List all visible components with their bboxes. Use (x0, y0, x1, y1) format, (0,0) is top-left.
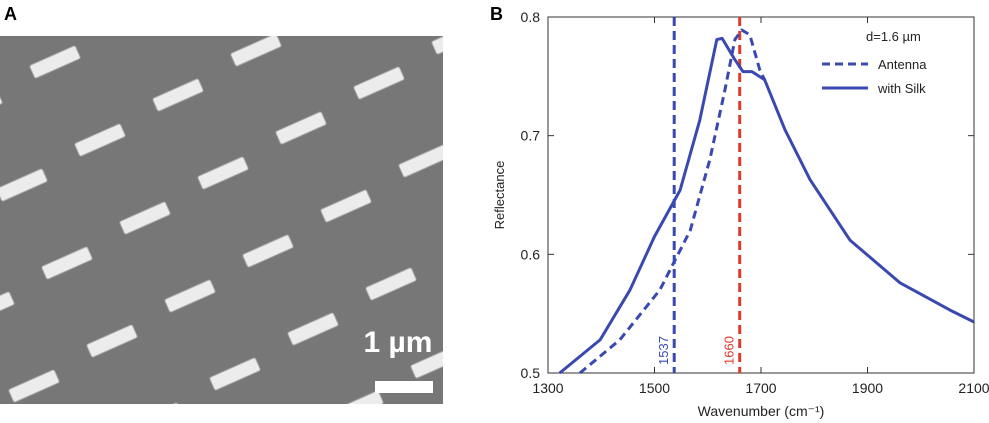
x-tick-label: 1700 (745, 380, 776, 396)
sem-bar (431, 36, 443, 55)
x-tick-label: 1900 (852, 380, 883, 396)
sem-bar (41, 246, 93, 280)
panel-label: A (4, 4, 17, 24)
series-line (558, 36, 975, 375)
sem-bar (0, 168, 48, 202)
sem-bar (320, 189, 372, 223)
scale-bar (375, 381, 433, 393)
series-line (578, 28, 767, 375)
sem-bar (353, 66, 405, 100)
x-axis-label: Wavenumber (cm⁻¹) (698, 403, 825, 419)
x-tick-label: 1500 (639, 380, 670, 396)
sem-bar (74, 123, 126, 157)
sem-bar (275, 111, 327, 145)
y-tick-label: 0.5 (521, 365, 541, 381)
legend-label: Antenna (878, 57, 927, 72)
sem-bar (242, 234, 294, 268)
x-tick-label: 2100 (958, 380, 989, 396)
sem-bar (332, 390, 384, 404)
sem-bar (287, 312, 339, 346)
x-tick-label: 1300 (532, 380, 563, 396)
sem-bar (443, 222, 494, 255)
marker-label: 1660 (722, 336, 737, 365)
panel-label: B (490, 4, 503, 24)
sem-bar (152, 78, 204, 112)
sem-bar (197, 156, 249, 190)
sem-bar (86, 324, 138, 358)
legend-label: with Silk (877, 81, 926, 96)
sem-bar (29, 45, 81, 79)
sem-bar (131, 402, 183, 404)
sem-bar (365, 267, 417, 301)
sem-bar (398, 144, 443, 178)
y-axis-label: Reflectance (492, 161, 507, 230)
sem-bar (0, 291, 15, 325)
y-tick-label: 0.8 (521, 9, 541, 25)
sem-bar (209, 357, 261, 391)
scale-bar-label: 1 µm (364, 326, 433, 359)
y-tick-label: 0.6 (521, 246, 541, 262)
sem-bar (230, 36, 282, 67)
sem-bar (8, 369, 60, 403)
legend-title: d=1.6 µm (866, 29, 921, 44)
sem-bar (164, 279, 216, 313)
sem-bar (119, 201, 171, 235)
y-tick-label: 0.7 (521, 128, 541, 144)
sem-bar (410, 345, 443, 379)
sem-image (0, 36, 443, 404)
marker-label: 1537 (656, 336, 671, 365)
sem-bars (0, 36, 494, 404)
